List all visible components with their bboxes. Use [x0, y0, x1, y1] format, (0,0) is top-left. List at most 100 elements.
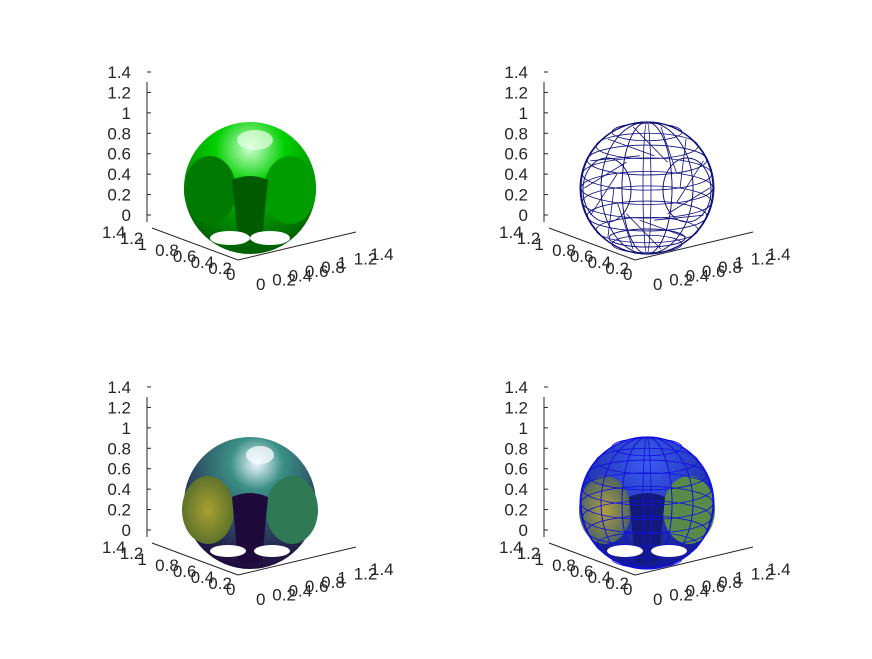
subplot-4: 00.20.40.60.811.21.400.20.40.60.811.21.4…	[499, 378, 791, 609]
x-tick-label: 0	[256, 275, 265, 294]
x-tick-label: 0.8	[321, 573, 345, 592]
surface-object	[579, 436, 715, 570]
z-tick-label: 0.8	[504, 124, 528, 143]
x-axis-line	[237, 231, 357, 261]
z-tick-label: 0.8	[504, 439, 528, 458]
y-tick-label: 0	[226, 580, 235, 599]
y-tick-label: 0.6	[173, 247, 197, 266]
y-tick-label: 0.2	[208, 574, 232, 593]
x-tick-label: 0	[256, 590, 265, 609]
bottom-hole-right	[254, 545, 290, 557]
y-tick-label: 0	[226, 265, 235, 284]
y-tick-label: 1.4	[499, 538, 523, 557]
y-tick-label: 0.8	[155, 556, 179, 575]
z-tick-label: 0.2	[504, 186, 528, 205]
x-tick-label: 1.2	[751, 249, 775, 268]
y-tick-label: 0.6	[173, 562, 197, 581]
z-tick-label: 0.4	[504, 480, 528, 499]
center-stem	[232, 493, 268, 564]
y-axis-line	[151, 542, 239, 576]
x-tick-label: 1.2	[751, 564, 775, 583]
z-tick-label: 1.2	[504, 83, 528, 102]
y-tick-label: 0.2	[208, 259, 232, 278]
x-tick-label: 1.4	[767, 245, 791, 264]
y-tick-label: 0.4	[191, 568, 215, 587]
x-tick-label: 1	[734, 254, 743, 273]
left-hole-edge	[582, 157, 632, 223]
x-tick-label: 1	[337, 569, 346, 588]
y-tick-label: 0.4	[588, 568, 612, 587]
specular-highlight	[246, 446, 274, 464]
y-tick-label: 0.4	[588, 253, 612, 272]
z-tick-label: 0.2	[107, 501, 131, 520]
y-tick-label: 1	[137, 550, 146, 569]
right-hole-shadow	[663, 476, 715, 544]
x-tick-label: 0.6	[305, 262, 329, 281]
x-tick-label: 0.4	[289, 266, 313, 285]
mesh-meridian	[621, 121, 673, 255]
mesh-edge	[607, 138, 655, 157]
y-tick-label: 0	[623, 265, 632, 284]
mesh-edge	[676, 160, 704, 203]
y-tick-label: 1.4	[102, 538, 126, 557]
mesh-edge	[654, 214, 704, 221]
z-tick-label: 0.6	[107, 145, 131, 164]
z-tick-label: 1.4	[107, 378, 131, 397]
right-hole-edge	[662, 157, 712, 223]
y-tick-label: 0.2	[605, 574, 629, 593]
bottom-hole-left	[210, 231, 250, 245]
z-tick-label: 1.2	[504, 398, 528, 417]
left-hole-shadow	[182, 476, 234, 544]
mesh-edge	[632, 126, 668, 163]
mesh-edge	[639, 219, 687, 238]
mesh-edge	[607, 187, 615, 238]
x-axis-line	[634, 231, 754, 261]
y-tick-label: 1.2	[120, 229, 144, 248]
y-tick-label: 1.2	[517, 229, 541, 248]
x-tick-label: 0.8	[718, 573, 742, 592]
mesh-ring	[582, 185, 712, 219]
y-tick-label: 1.4	[102, 223, 126, 242]
z-tick-label: 1.2	[107, 83, 131, 102]
x-tick-label: 0.2	[272, 586, 296, 605]
subplot-1: 00.20.40.60.811.21.400.20.40.60.811.21.4…	[102, 63, 394, 294]
mesh-ring	[595, 216, 699, 244]
bottom-hole-left	[210, 545, 246, 557]
x-tick-label: 0.4	[289, 581, 313, 600]
mesh-edge	[667, 187, 710, 215]
y-tick-label: 1	[534, 235, 543, 254]
z-tick-label: 0.4	[107, 480, 131, 499]
right-hole-shadow	[264, 156, 316, 224]
y-tick-label: 1	[534, 550, 543, 569]
x-tick-label: 0.2	[669, 271, 693, 290]
z-tick-label: 1.4	[107, 63, 131, 82]
y-axis-line	[548, 542, 636, 576]
x-tick-label: 0	[653, 275, 662, 294]
mesh-edge	[590, 173, 618, 216]
x-tick-label: 0.8	[718, 258, 742, 277]
subplot-3: 00.20.40.60.811.21.400.20.40.60.811.21.4…	[102, 378, 394, 609]
surface-object	[182, 437, 318, 569]
z-tick-label: 1.4	[504, 63, 528, 82]
bottom-hole-right	[651, 545, 687, 557]
mesh-edge	[616, 202, 634, 250]
x-tick-label: 1	[337, 254, 346, 273]
z-tick-label: 1	[122, 104, 131, 123]
x-tick-label: 0.4	[686, 266, 710, 285]
y-tick-label: 0.6	[570, 562, 594, 581]
x-tick-label: 0.8	[321, 258, 345, 277]
mesh-ring	[586, 144, 708, 176]
x-axis-line	[237, 546, 357, 576]
x-tick-label: 1.2	[354, 564, 378, 583]
mesh-ring	[580, 171, 714, 205]
z-tick-label: 0.4	[107, 165, 131, 184]
x-tick-label: 0.4	[686, 581, 710, 600]
x-tick-label: 0.6	[702, 262, 726, 281]
bottom-hole-left	[607, 545, 643, 557]
mesh-ring	[595, 132, 699, 160]
bottom-hole-edge	[608, 228, 686, 248]
x-tick-label: 0.2	[272, 271, 296, 290]
right-hole-shadow	[266, 476, 318, 544]
z-tick-label: 0.6	[504, 460, 528, 479]
